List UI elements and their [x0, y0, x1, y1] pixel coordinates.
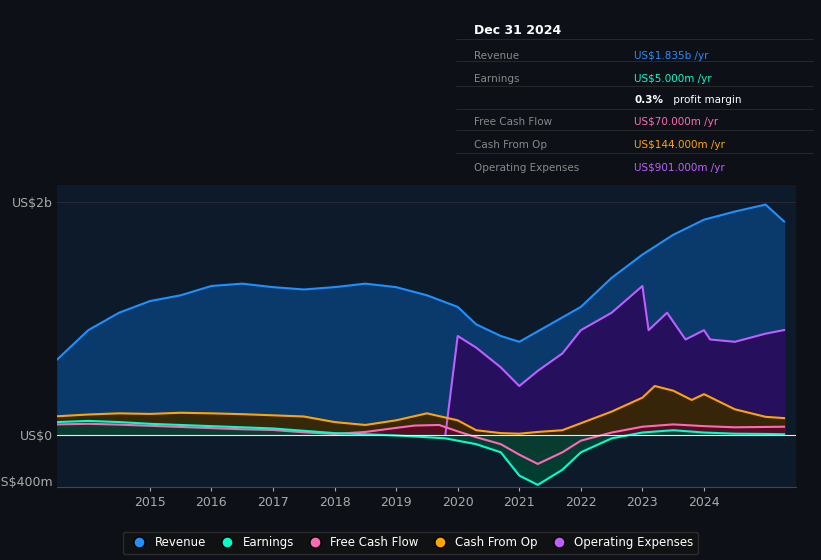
- Text: Cash From Op: Cash From Op: [474, 140, 547, 150]
- Text: Earnings: Earnings: [474, 74, 519, 84]
- Text: US$1.835b /yr: US$1.835b /yr: [635, 51, 709, 61]
- Text: US$5.000m /yr: US$5.000m /yr: [635, 74, 712, 84]
- Text: US$70.000m /yr: US$70.000m /yr: [635, 117, 718, 127]
- Legend: Revenue, Earnings, Free Cash Flow, Cash From Op, Operating Expenses: Revenue, Earnings, Free Cash Flow, Cash …: [122, 531, 699, 554]
- Text: Revenue: Revenue: [474, 51, 519, 61]
- Text: US$144.000m /yr: US$144.000m /yr: [635, 140, 725, 150]
- Text: Operating Expenses: Operating Expenses: [474, 163, 579, 173]
- Text: Dec 31 2024: Dec 31 2024: [474, 25, 561, 38]
- Text: Free Cash Flow: Free Cash Flow: [474, 117, 552, 127]
- Text: profit margin: profit margin: [670, 95, 741, 105]
- Text: US$901.000m /yr: US$901.000m /yr: [635, 163, 725, 173]
- Text: 0.3%: 0.3%: [635, 95, 663, 105]
